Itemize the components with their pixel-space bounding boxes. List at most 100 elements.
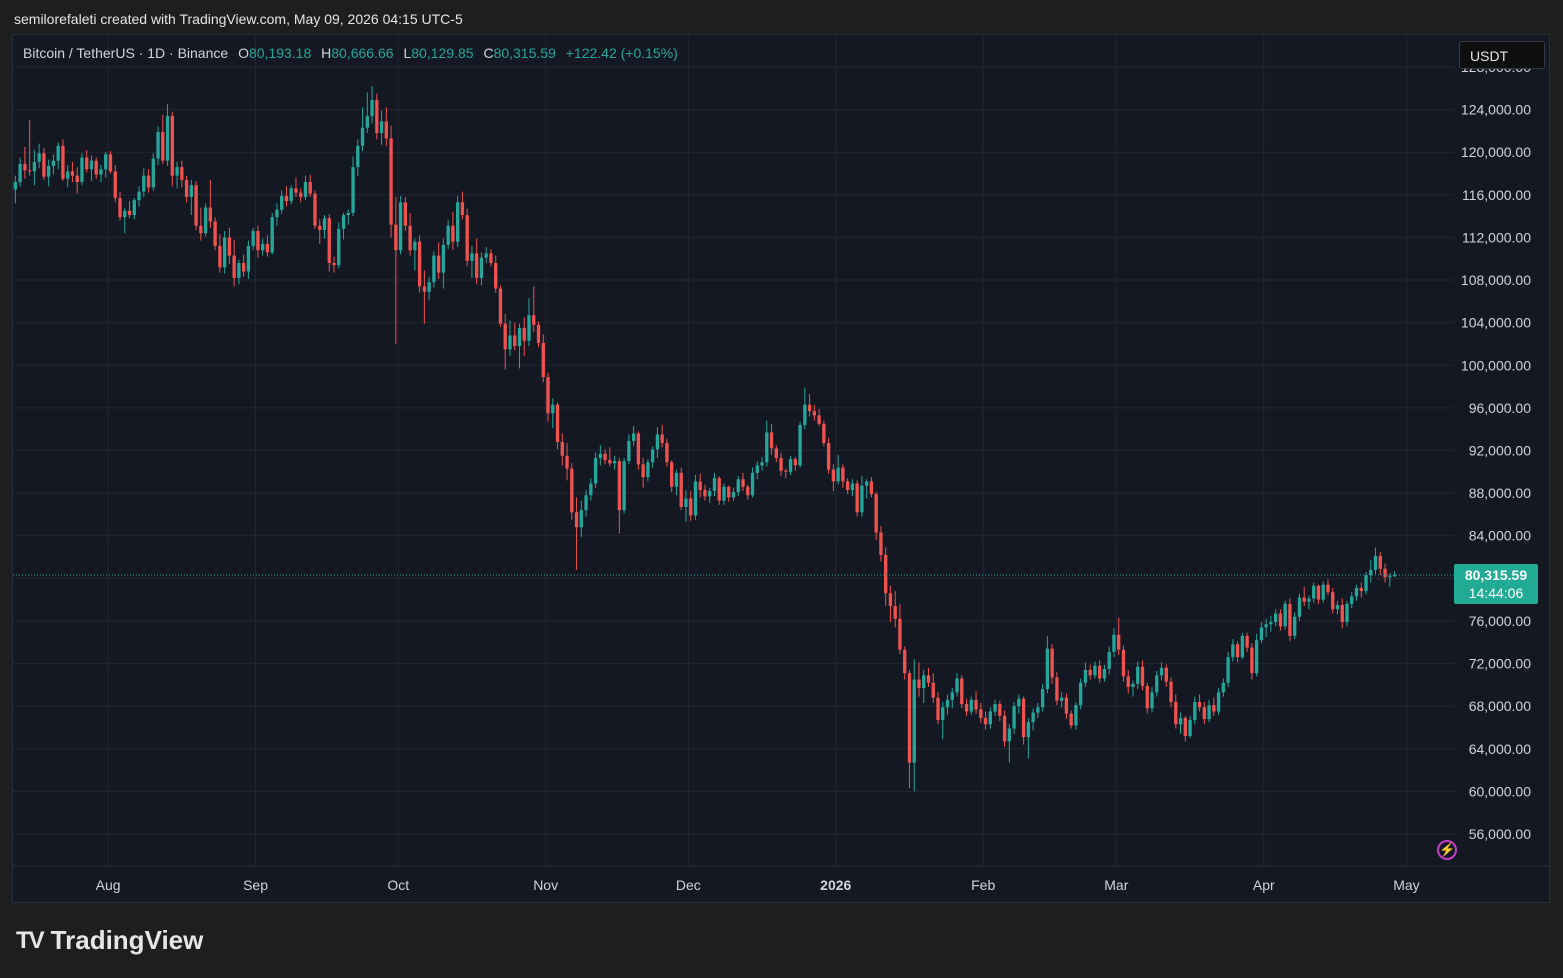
candle-body — [826, 443, 831, 470]
candle-body — [94, 160, 98, 175]
candle-body — [270, 217, 274, 253]
chart-panel[interactable]: 56,000.00 60,000.00 64,000.00 68,000.00 72,0… — [12, 34, 1550, 903]
candle-body — [37, 153, 41, 162]
candle-body — [184, 179, 189, 197]
y-tick-label: 124,000.00 — [1461, 102, 1531, 118]
candle-body — [203, 207, 208, 234]
candle-body — [717, 478, 721, 501]
x-tick-label: Nov — [533, 877, 558, 893]
candle-body — [470, 253, 474, 261]
candle-body — [1331, 592, 1335, 610]
candle-body — [622, 461, 626, 511]
candle-body — [1183, 717, 1187, 737]
candle-body — [1174, 701, 1178, 725]
candle-body — [13, 182, 18, 190]
candle-body — [979, 709, 983, 718]
candle-body — [294, 188, 298, 193]
candle-body — [674, 472, 679, 487]
candle-body — [570, 468, 574, 513]
candle-body — [1297, 597, 1302, 617]
candle-body — [213, 221, 217, 246]
tradingview-logo-icon: TV — [16, 926, 45, 954]
candle-body — [646, 462, 650, 478]
candle-body — [42, 153, 46, 177]
candle-body — [246, 245, 251, 272]
candle-body — [27, 170, 32, 172]
high-value: 80,666.66 — [331, 45, 394, 61]
candle-body — [489, 253, 493, 263]
candle-body — [655, 434, 660, 450]
flash-icon[interactable]: ⚡ — [1437, 840, 1457, 860]
candle-body — [708, 490, 712, 497]
candle-body — [560, 441, 564, 456]
candle-body — [1140, 666, 1145, 686]
candle-body — [527, 315, 531, 341]
currency-button[interactable]: USDT — [1459, 41, 1545, 69]
candle-body — [1107, 651, 1111, 669]
candle-body — [118, 198, 122, 218]
candle-body — [612, 461, 617, 464]
candle-body — [237, 262, 241, 278]
candle-body — [641, 464, 645, 478]
candle-body — [318, 225, 322, 230]
candle-body — [731, 492, 736, 498]
candle-body — [874, 494, 878, 533]
open-value: 80,193.18 — [248, 45, 312, 61]
candle-body — [998, 704, 1002, 716]
candle-body — [1093, 665, 1097, 676]
candle-body — [988, 711, 992, 725]
candle-body — [1273, 613, 1278, 623]
x-tick-label: May — [1393, 877, 1419, 893]
candle-body — [303, 182, 308, 197]
candle-body — [1231, 644, 1235, 658]
candle-body — [479, 257, 484, 278]
candle-body — [389, 138, 393, 225]
candle-body — [722, 486, 726, 501]
y-tick-label: 56,000.00 — [1469, 826, 1531, 842]
candle-body — [146, 175, 151, 188]
candle-body — [888, 593, 893, 607]
candle-body — [446, 225, 450, 245]
candle-body — [532, 315, 536, 325]
candle-body — [912, 679, 916, 763]
candle-body — [774, 448, 778, 458]
candle-body — [356, 145, 360, 168]
x-tick-label: Apr — [1253, 877, 1275, 893]
candle-body — [1378, 555, 1382, 569]
candle-body — [427, 282, 431, 292]
candle-body — [32, 161, 37, 172]
chart-grid — [13, 35, 1549, 867]
candle-body — [51, 160, 56, 167]
candle-body — [70, 171, 75, 176]
candle-body — [1145, 685, 1149, 709]
symbol-title[interactable]: Bitcoin / TetherUS · 1D · Binance — [23, 45, 229, 61]
candle-body — [917, 679, 921, 689]
candle-body — [1335, 604, 1340, 610]
candle-body — [922, 675, 926, 689]
candle-body — [1188, 720, 1192, 737]
symbol-legend[interactable]: Bitcoin / TetherUS · 1D · Binance O80,19… — [23, 45, 678, 61]
candle-body — [969, 699, 973, 712]
candle-body — [1326, 584, 1330, 593]
y-tick-label: 88,000.00 — [1469, 485, 1531, 501]
candle-body — [983, 717, 988, 725]
candle-body — [422, 286, 427, 292]
candle-body — [1088, 669, 1092, 676]
candle-body — [1312, 585, 1316, 599]
candle-body — [574, 512, 579, 528]
candle-body — [893, 606, 897, 619]
candle-body — [322, 218, 327, 230]
candle-body — [1074, 705, 1078, 726]
candle-body — [565, 455, 569, 469]
close-label: C — [483, 45, 494, 61]
candle-body — [1079, 682, 1083, 706]
candle-body — [1136, 666, 1140, 684]
candle-body — [327, 218, 331, 263]
candle-body — [1050, 648, 1054, 678]
candle-body — [175, 167, 179, 176]
change-value: +122.42 (+0.15%) — [565, 45, 678, 61]
time-axis: Aug Sep Oct Nov Dec 2026 Feb Mar Apr May — [96, 877, 1420, 893]
last-price-tag: 80,315.59 14:44:06 — [1454, 563, 1538, 604]
candlestick-chart[interactable]: 56,000.00 60,000.00 64,000.00 68,000.00 72,0… — [13, 35, 1549, 902]
candle-body — [1102, 668, 1107, 679]
